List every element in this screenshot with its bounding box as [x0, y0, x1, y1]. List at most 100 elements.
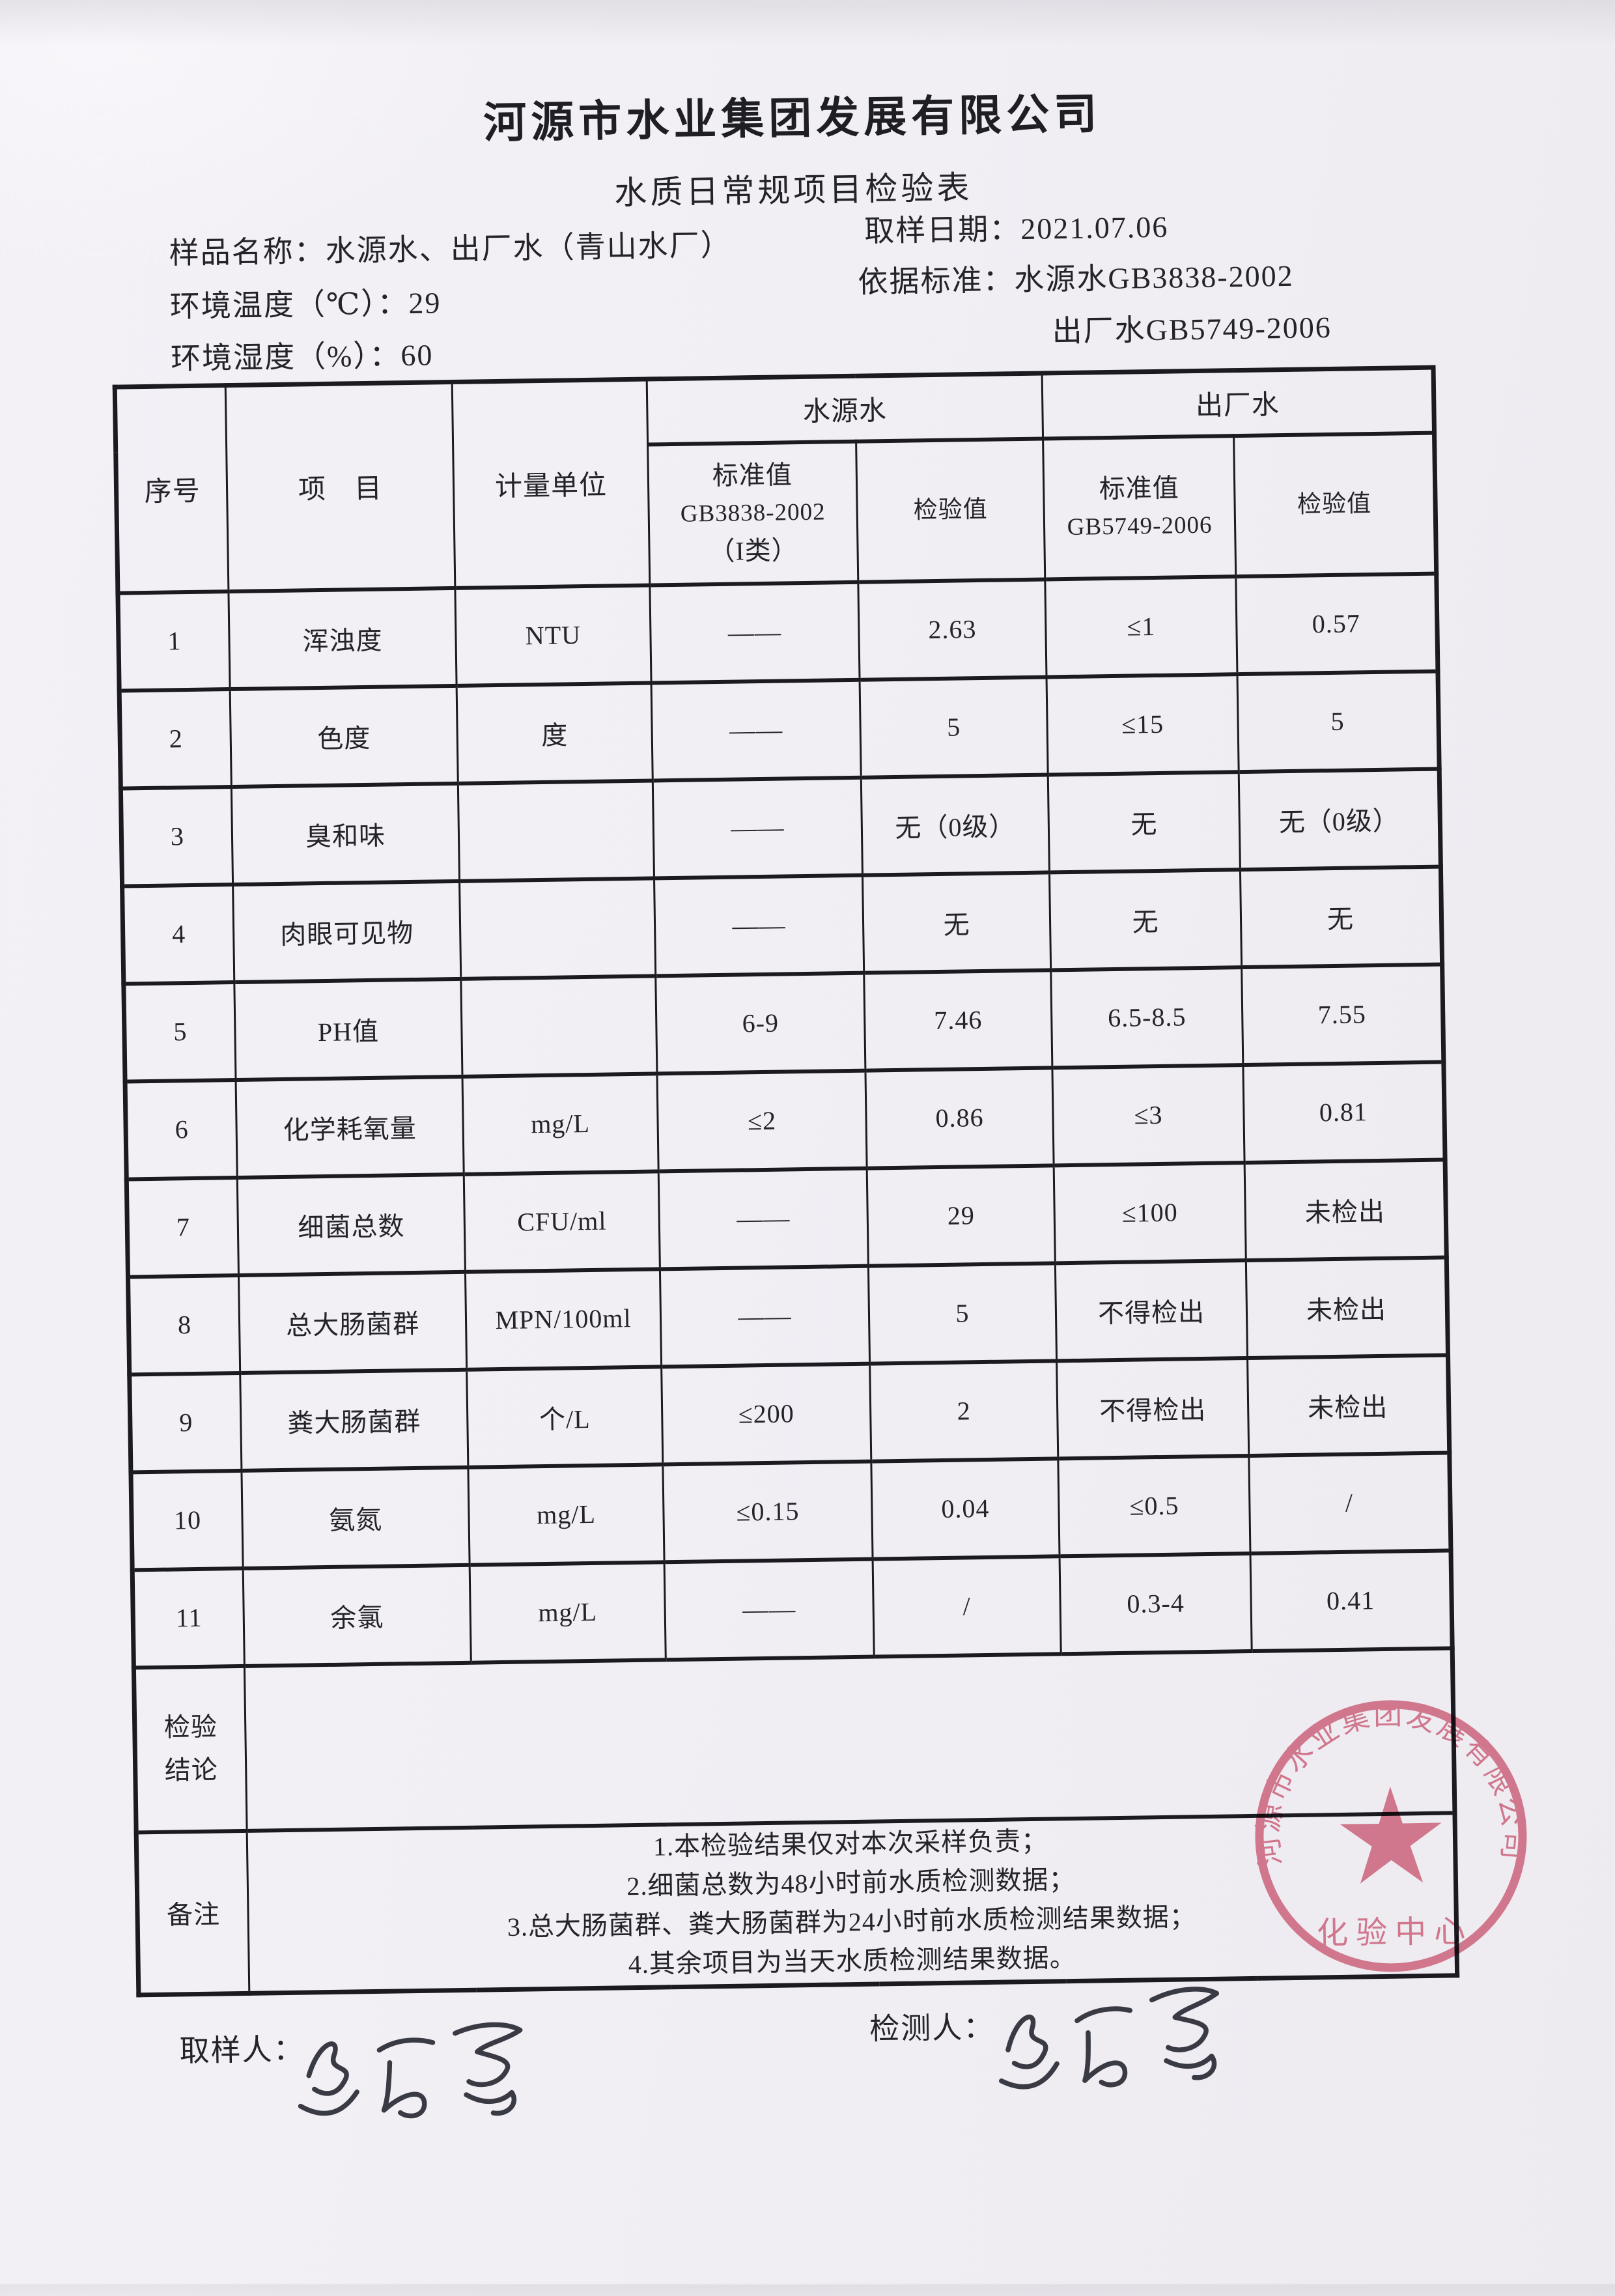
cell-no: 5 [123, 982, 236, 1082]
cell-fac_val: 无 [1240, 866, 1442, 967]
env-temp-value: 29 [408, 286, 442, 320]
table-row: 6 化学耗氧量 mg/L ≤2 0.86 ≤3 0.81 [125, 1061, 1446, 1180]
cell-fac_std: ≤100 [1054, 1162, 1246, 1263]
cell-item: 色度 [230, 685, 458, 787]
handwritten-signature-tester [999, 1987, 1220, 2090]
cell-fac_val: 未检出 [1246, 1256, 1448, 1358]
cell-src_std: —— [664, 1559, 875, 1660]
table-row: 10 氨氮 mg/L ≤0.15 0.04 ≤0.5/ [130, 1452, 1451, 1570]
cell-src_std: ≤2 [656, 1070, 867, 1171]
cell-fac_val: 未检出 [1247, 1354, 1450, 1456]
cell-fac_std: ≤1 [1045, 576, 1237, 677]
stamp-star-icon [1340, 1786, 1442, 1884]
cell-item: 肉眼可见物 [232, 881, 461, 982]
form-title: 水质日常规项目检验表 [613, 169, 973, 212]
cell-no: 3 [120, 786, 233, 886]
cell-fac_std: 不得检出 [1056, 1357, 1249, 1458]
cell-src_val: 2.63 [858, 578, 1047, 680]
cell-fac_val: 5 [1237, 671, 1440, 772]
tester-label: 检测人： [869, 2010, 995, 2046]
cell-unit: MPN/100ml [465, 1268, 662, 1370]
cell-fac_val: 7.55 [1241, 964, 1444, 1065]
cell-unit: mg/L [462, 1073, 659, 1174]
cell-fac_std: ≤3 [1052, 1064, 1245, 1165]
cell-item: 粪大肠菌群 [240, 1369, 468, 1471]
table-row: 7 细菌总数 CFU/ml —— 29 ≤100 未检出 [126, 1159, 1447, 1277]
env-humidity-value: 60 [400, 338, 434, 373]
cell-fac_std: 0.3-4 [1060, 1553, 1252, 1654]
col-header-source-standard: 标准值 GB3838-2002 （I类） [647, 441, 858, 585]
cell-fac_val: 未检出 [1244, 1159, 1447, 1260]
table-row: 11 余氯 mg/L ——/0.3-4 0.41 [132, 1550, 1453, 1667]
cell-fac_val: 0.57 [1235, 573, 1438, 674]
cell-src_val: 0.04 [871, 1458, 1060, 1559]
cell-unit: mg/L [468, 1464, 665, 1565]
env-temp-line: 环境温度（℃）：29 [169, 279, 442, 326]
sample-name-line: 样品名称：水源水、出厂水（青山水厂） [169, 221, 732, 273]
standard-source-water: 水源水GB3838-2002 [1014, 259, 1295, 297]
cell-src_std: —— [651, 679, 862, 780]
col-header-factory-value: 检验值 [1233, 432, 1437, 576]
cell-src_val: 0.86 [865, 1067, 1054, 1169]
cell-fac_val: 无（0级） [1239, 769, 1441, 870]
cell-src_std: ≤200 [661, 1363, 871, 1464]
cell-no: 11 [132, 1568, 245, 1667]
sample-date-value: 2021.07.06 [1020, 210, 1169, 246]
cell-no: 7 [126, 1177, 239, 1277]
standard-label: 依据标准： [858, 263, 1015, 299]
cell-fac_std: ≤0.5 [1058, 1455, 1251, 1556]
cell-src_val: 7.46 [864, 969, 1052, 1071]
col-header-source-value: 检验值 [856, 438, 1045, 582]
cell-unit: mg/L [470, 1561, 666, 1663]
cell-fac_val: 0.81 [1243, 1061, 1446, 1163]
cell-unit: 个/L [466, 1366, 663, 1467]
cell-unit [460, 975, 657, 1077]
cell-fac_val: 0.41 [1250, 1550, 1453, 1651]
group-header-factory-water: 出厂水 [1042, 367, 1435, 439]
cell-unit [459, 877, 656, 979]
env-temp-label: 环境温度（℃）： [169, 286, 409, 324]
cell-src_val: 2 [869, 1360, 1058, 1462]
cell-fac_std: 无 [1049, 869, 1242, 970]
col-header-no: 序号 [115, 385, 229, 593]
cell-unit: NTU [455, 584, 652, 686]
conclusion-label: 检验 结论 [133, 1665, 247, 1832]
cell-no: 1 [117, 591, 231, 691]
col-header-item: 项 目 [225, 382, 455, 591]
stamp-center-label: 化验中心 [1317, 1914, 1474, 1951]
cell-src_val: 无 [862, 872, 1051, 973]
standard-factory-water: 出厂水GB5749-2006 [1052, 310, 1332, 348]
cell-item: 总大肠菌群 [238, 1271, 467, 1373]
group-header-source-water: 水源水 [647, 373, 1043, 445]
cell-src_val: 5 [860, 676, 1048, 778]
handwritten-signature-sampler [298, 2022, 523, 2119]
table-row: 2 色度度 —— 5 ≤15 5 [119, 671, 1440, 789]
cell-unit [458, 780, 654, 881]
sample-date-label: 取样日期： [864, 212, 1021, 248]
cell-src_std: 6-9 [655, 972, 865, 1073]
cell-fac_val: / [1248, 1452, 1451, 1553]
cell-src_std: —— [658, 1168, 869, 1269]
env-humidity-line: 环境湿度（%）：60 [171, 331, 434, 378]
col-header-unit: 计量单位 [452, 379, 650, 588]
sample-name-value: 水源水、出厂水（青山水厂） [325, 228, 732, 268]
table-row: 4 肉眼可见物 —— 无无无 [122, 866, 1442, 984]
cell-src_val: / [873, 1555, 1061, 1657]
cell-item: 浑浊度 [228, 588, 457, 689]
sample-name-label: 样品名称： [169, 234, 326, 270]
cell-fac_std: 无 [1048, 771, 1241, 872]
cell-no: 9 [129, 1372, 242, 1472]
cell-src_std: —— [649, 582, 860, 683]
cell-no: 2 [119, 688, 232, 789]
cell-src_val: 29 [867, 1165, 1056, 1266]
table-row: 5 PH值 6-9 7.46 6.5-8.5 7.55 [123, 964, 1444, 1082]
cell-src_std: ≤0.15 [662, 1461, 873, 1562]
cell-fac_std: 不得检出 [1055, 1260, 1248, 1361]
cell-item: 氨氮 [241, 1467, 470, 1568]
remark-label: 备注 [136, 1830, 249, 1995]
cell-no: 4 [122, 884, 234, 984]
table-row: 3 臭和味 —— 无（0级）无无（0级） [120, 769, 1441, 886]
cell-no: 6 [125, 1079, 238, 1180]
cell-src_val: 5 [868, 1262, 1057, 1364]
